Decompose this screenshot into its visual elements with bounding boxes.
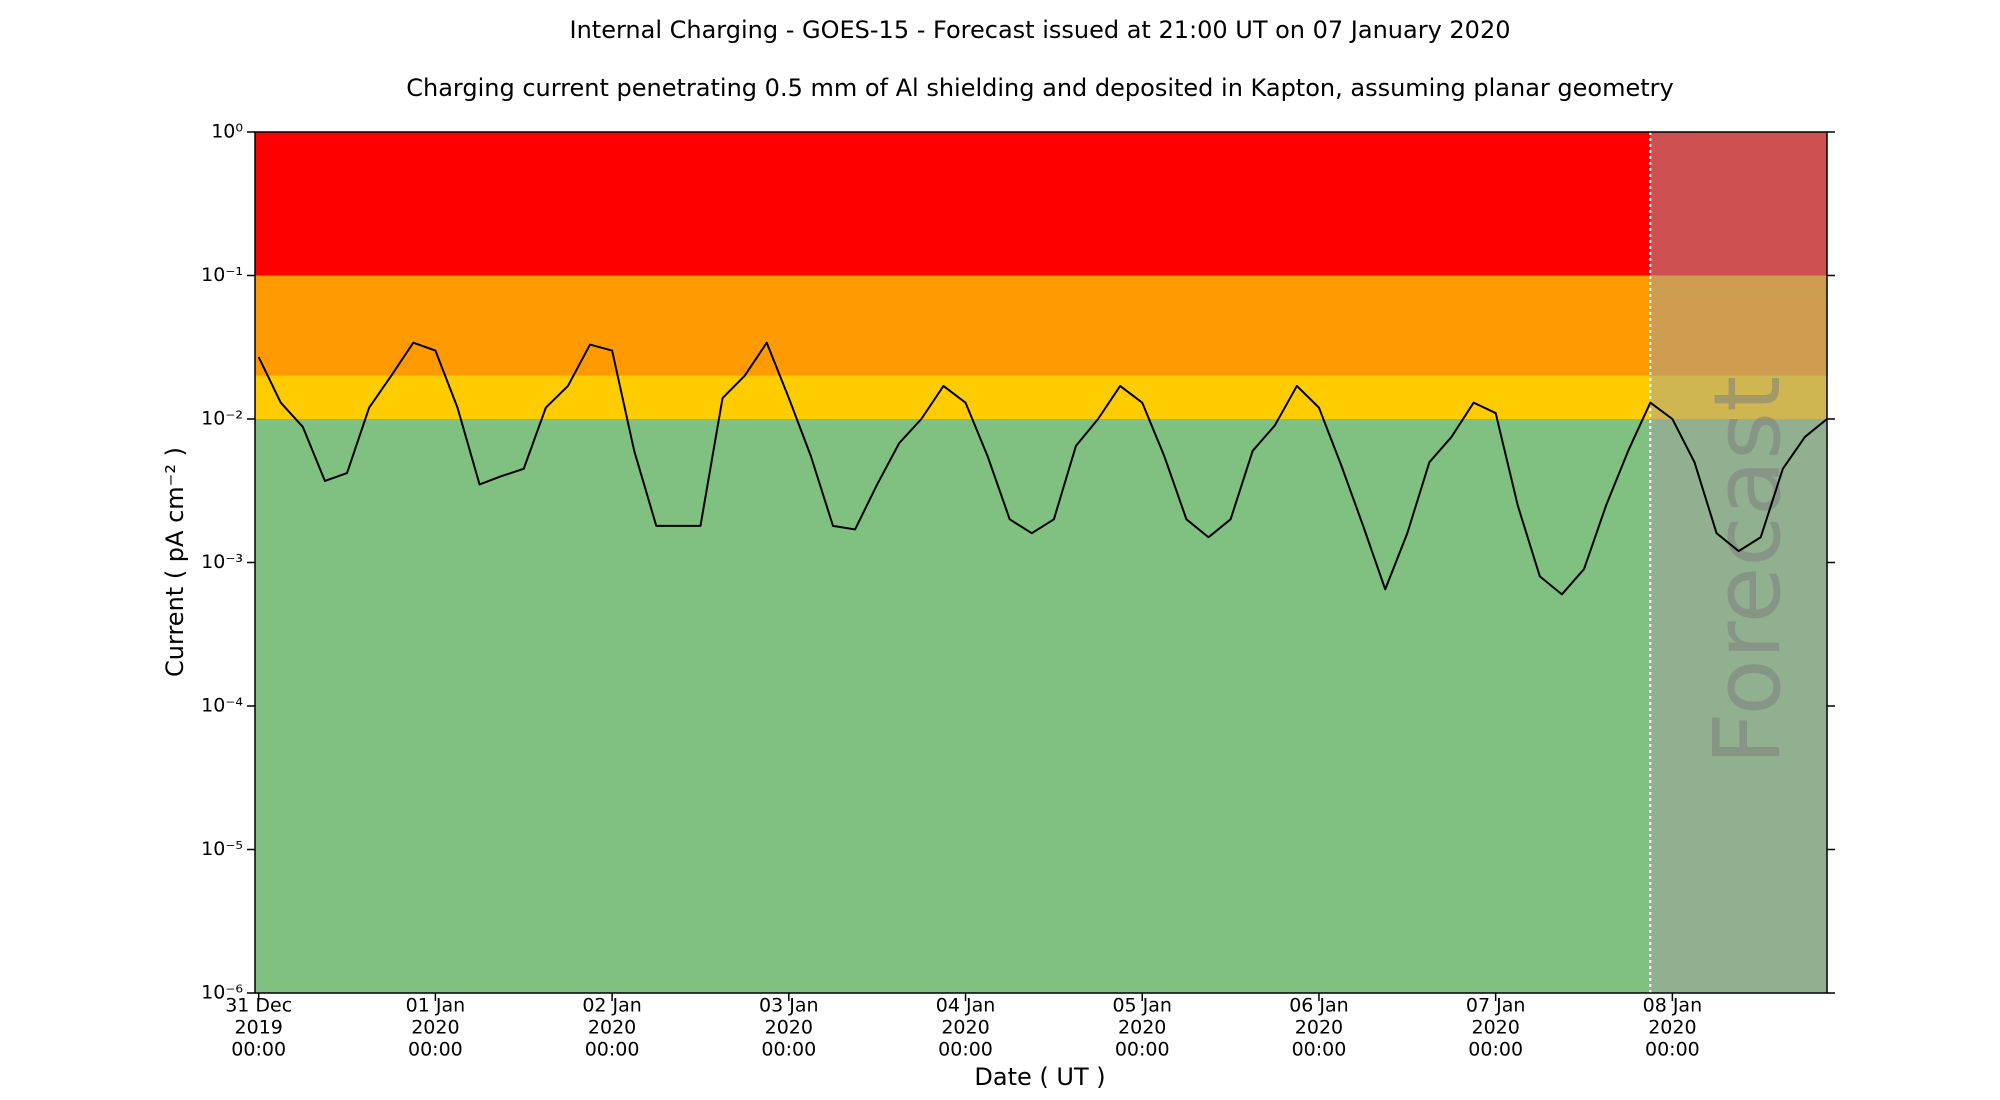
threshold-band xyxy=(255,419,1827,993)
x-tick-label: 2020 xyxy=(1295,1017,1343,1039)
x-tick-label: 2020 xyxy=(588,1017,636,1039)
y-tick-label: 10⁻⁶ xyxy=(201,982,243,1004)
y-axis-label: Current ( pA cm⁻² ) xyxy=(161,447,189,677)
x-tick-label: 31 Dec xyxy=(225,995,292,1017)
x-tick-label: 00:00 xyxy=(585,1039,640,1061)
x-tick-label: 2020 xyxy=(941,1017,989,1039)
chart-subtitle: Charging current penetrating 0.5 mm of A… xyxy=(406,74,1674,102)
x-tick-label: 2020 xyxy=(1118,1017,1166,1039)
y-tick-label: 10⁻¹ xyxy=(201,264,243,286)
y-tick-label: 10⁻² xyxy=(201,408,243,430)
x-tick-label: 00:00 xyxy=(408,1039,463,1061)
x-tick-label: 05 Jan xyxy=(1112,995,1172,1017)
x-tick-label: 07 Jan xyxy=(1466,995,1526,1017)
x-tick-label: 00:00 xyxy=(1468,1039,1523,1061)
current-line xyxy=(257,341,1828,596)
x-tick-label: 02 Jan xyxy=(582,995,642,1017)
x-tick-label: 03 Jan xyxy=(759,995,819,1017)
y-tick-label: 10⁻⁴ xyxy=(201,695,243,717)
x-tick-label: 2020 xyxy=(765,1017,813,1039)
threshold-band xyxy=(255,132,1827,276)
x-tick-label: 00:00 xyxy=(1645,1039,1700,1061)
x-tick-label: 00:00 xyxy=(231,1039,286,1061)
x-tick-label: 04 Jan xyxy=(936,995,996,1017)
x-tick-label: 00:00 xyxy=(1292,1039,1347,1061)
x-tick-label: 2020 xyxy=(1471,1017,1519,1039)
forecast-label: Forecast xyxy=(1694,376,1801,765)
y-tick-label: 10⁻³ xyxy=(201,551,243,573)
x-tick-label: 08 Jan xyxy=(1643,995,1703,1017)
x-tick-label: 2020 xyxy=(411,1017,459,1039)
x-axis-label: Date ( UT ) xyxy=(974,1063,1105,1091)
threshold-band xyxy=(255,275,1827,376)
x-tick-label: 2019 xyxy=(235,1017,283,1039)
threshold-band xyxy=(255,375,1827,419)
y-tick-label: 10⁻⁵ xyxy=(201,838,243,860)
y-tick-label: 10⁰ xyxy=(211,121,243,143)
chart-title: Internal Charging - GOES-15 - Forecast i… xyxy=(570,16,1511,44)
forecast-region xyxy=(1650,132,1827,993)
x-tick-label: 2020 xyxy=(1648,1017,1696,1039)
x-tick-label: 06 Jan xyxy=(1289,995,1349,1017)
x-tick-label: 00:00 xyxy=(761,1039,816,1061)
x-tick-label: 00:00 xyxy=(1115,1039,1170,1061)
x-tick-label: 01 Jan xyxy=(406,995,466,1017)
x-tick-label: 00:00 xyxy=(938,1039,993,1061)
